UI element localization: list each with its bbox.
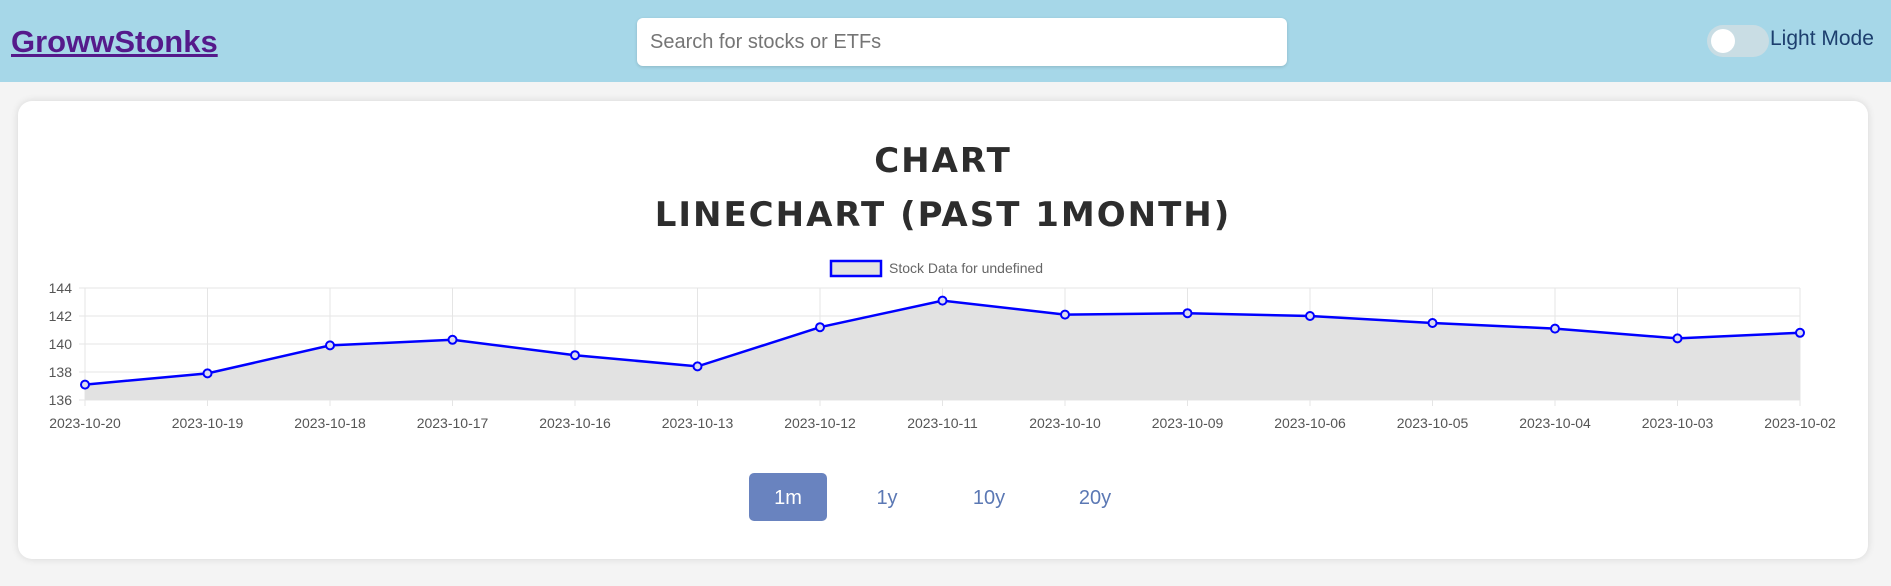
data-point[interactable]	[692, 361, 703, 372]
data-point[interactable]	[1182, 308, 1193, 319]
data-point[interactable]	[815, 322, 825, 333]
chart-card-subtitle: LINECHART (PAST 1MONTH)	[654, 195, 1232, 235]
data-point[interactable]	[1060, 309, 1070, 320]
data-point[interactable]	[1672, 333, 1683, 344]
range-button-1m[interactable]: 1m	[749, 473, 827, 521]
range-button-20y[interactable]: 20y	[1055, 473, 1135, 521]
data-point[interactable]	[1305, 311, 1315, 321]
data-point[interactable]	[1550, 323, 1560, 334]
range-selector: 1m 1y 10y 20y	[0, 473, 1891, 523]
range-button-1y[interactable]: 1y	[848, 473, 926, 521]
search-input[interactable]	[637, 18, 1287, 66]
light-mode-toggle[interactable]	[1707, 25, 1769, 57]
data-point[interactable]	[447, 334, 458, 345]
data-point[interactable]	[1427, 318, 1438, 328]
data-point[interactable]	[1795, 327, 1805, 338]
data-point[interactable]	[937, 295, 948, 306]
chart-card-title: CHART	[874, 141, 1012, 181]
mode-label: Light Mode	[1770, 27, 1874, 50]
data-point[interactable]	[202, 368, 213, 379]
brand-link[interactable]: GrowwStonks	[11, 24, 218, 59]
data-point[interactable]	[570, 350, 580, 361]
data-point[interactable]	[325, 340, 335, 351]
top-navbar: GrowwStonks Light Mode	[0, 0, 1891, 82]
range-button-10y[interactable]: 10y	[949, 473, 1029, 521]
toggle-knob	[1711, 29, 1735, 53]
data-point[interactable]	[80, 379, 90, 390]
